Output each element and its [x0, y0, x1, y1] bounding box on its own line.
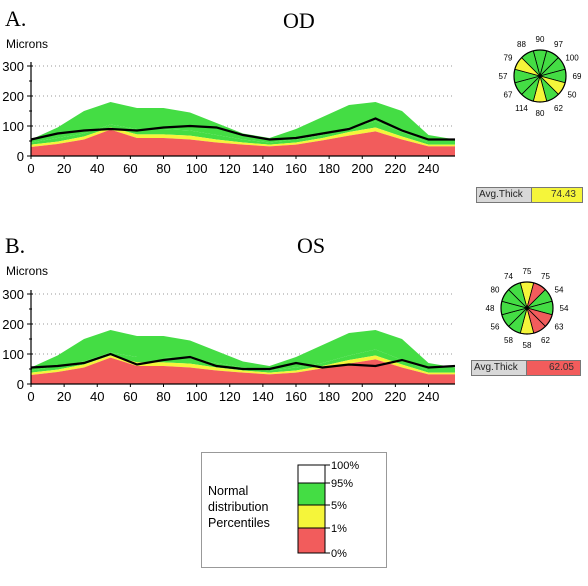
x-tick-label: 120	[219, 389, 241, 404]
y-tick-label: 300	[2, 59, 24, 74]
x-tick-label: 20	[57, 389, 71, 404]
y-tick-label: 0	[17, 149, 24, 164]
legend-color-bar: 100% 95% 5% 1% 0%	[297, 460, 359, 560]
x-tick-label: 80	[156, 161, 170, 176]
avg-thickness-label: Avg.Thick	[472, 361, 527, 375]
legend-title-line: distribution	[208, 500, 269, 514]
legend-title-line: Normal	[208, 484, 249, 498]
legend-tick-label: 95%	[331, 478, 353, 490]
legend-swatch-5	[297, 504, 326, 529]
clock-value-label: 80	[491, 286, 500, 295]
x-tick-label: 180	[318, 161, 340, 176]
clock-value-label: 90	[536, 35, 545, 44]
avg-thickness-os: Avg.Thick 62.05	[471, 360, 581, 376]
x-tick-label: 60	[123, 389, 137, 404]
clock-value-label: 97	[554, 40, 563, 49]
x-tick-label: 40	[90, 389, 104, 404]
clock-value-label: 57	[499, 72, 508, 81]
y-tick-label: 200	[2, 317, 24, 332]
clock-value-label: 79	[504, 54, 513, 63]
x-tick-label: 60	[123, 161, 137, 176]
legend-swatch-1	[297, 527, 326, 554]
x-tick-label: 120	[219, 161, 241, 176]
x-tick-label: 140	[252, 161, 274, 176]
x-tick-label: 220	[385, 161, 407, 176]
clock-value-label: 54	[560, 304, 569, 313]
clock-value-label: 67	[504, 91, 513, 100]
x-tick-label: 160	[285, 389, 307, 404]
legend-title: Normal distribution Percentiles	[208, 483, 270, 531]
y-unit-label: Microns	[6, 264, 49, 278]
panel-letter: B.	[5, 233, 26, 258]
clock-value-label: 114	[515, 104, 528, 113]
percentile-band-100%-95%	[31, 102, 455, 143]
legend-title-line: Percentiles	[208, 516, 270, 530]
clock-value-label: 75	[523, 267, 532, 276]
legend-tick-label: 100%	[331, 460, 359, 472]
avg-thickness-value: 62.05	[527, 361, 580, 375]
y-tick-label: 100	[2, 347, 24, 362]
legend-swatch-100	[297, 464, 326, 484]
x-tick-label: 180	[318, 389, 340, 404]
legend-tick-label: 5%	[331, 500, 347, 512]
x-tick-label: 240	[418, 389, 440, 404]
y-unit-label: Microns	[6, 37, 49, 51]
x-tick-label: 100	[186, 161, 208, 176]
y-tick-label: 100	[2, 119, 24, 134]
x-tick-label: 140	[252, 389, 274, 404]
clock-value-label: 62	[541, 336, 550, 345]
percentile-band-5%-1%	[31, 127, 455, 147]
x-tick-label: 100	[186, 389, 208, 404]
percentile-band-5%-1%	[31, 355, 455, 375]
x-tick-label: 240	[418, 161, 440, 176]
clock-value-label: 58	[504, 336, 513, 345]
avg-thickness-value: 74.43	[532, 188, 582, 202]
x-tick-label: 200	[351, 389, 373, 404]
panel-letter: A.	[5, 6, 27, 31]
measured-thickness-line	[30, 352, 456, 371]
thickness-chart-os: 0 100 200 300 0 20 40 60 80 100 120 140 160 180 200 220…	[2, 287, 456, 404]
x-tick-label: 220	[385, 389, 407, 404]
x-tick-label: 40	[90, 161, 104, 176]
clock-value-label: 75	[541, 272, 550, 281]
y-tick-label: 0	[17, 377, 24, 392]
clock-outline	[513, 49, 567, 103]
clock-value-label: 62	[554, 104, 563, 113]
legend-swatch-95	[297, 482, 326, 506]
y-tick-label: 300	[2, 287, 24, 302]
clock-value-label: 58	[523, 341, 532, 350]
avg-thickness-od: Avg.Thick 74.43	[476, 187, 583, 203]
clock-value-label: 56	[491, 323, 500, 332]
legend-tick-label: 0%	[331, 548, 347, 560]
x-tick-label: 20	[57, 161, 71, 176]
clock-value-label: 100	[565, 54, 579, 63]
clock-outline	[500, 281, 554, 335]
clock-value-label: 48	[486, 304, 495, 313]
x-tick-label: 0	[27, 161, 34, 176]
eye-label: OS	[297, 233, 326, 258]
x-tick-label: 160	[285, 161, 307, 176]
eye-label: OD	[283, 8, 315, 33]
clock-value-label: 74	[504, 272, 513, 281]
clock-value-label: 69	[573, 72, 582, 81]
clock-value-label: 63	[555, 323, 564, 332]
percentile-band-100%-95%	[31, 330, 455, 371]
clock-value-label: 80	[536, 109, 545, 118]
clock-chart-od: 90 97 100 69 50 62 80 114 67 57 79 88	[495, 30, 585, 127]
clock-value-label: 50	[568, 91, 577, 100]
avg-thickness-label: Avg.Thick	[477, 188, 532, 202]
x-tick-label: 80	[156, 389, 170, 404]
percentile-band-1%-0%	[31, 129, 455, 156]
x-tick-label: 0	[27, 389, 34, 404]
percentile-legend: Normal distribution Percentiles 100% 95%…	[201, 452, 387, 568]
x-tick-label: 200	[351, 161, 373, 176]
measured-thickness-line	[30, 117, 455, 141]
legend-tick-label: 1%	[331, 523, 347, 535]
clock-chart-os: 75 75 54 54 63 62 58 58 56 48 80 74	[482, 262, 572, 359]
clock-value-label: 88	[517, 40, 526, 49]
percentile-band-95%-5%	[31, 121, 455, 145]
y-tick-label: 200	[2, 89, 24, 104]
clock-value-label: 54	[555, 286, 564, 295]
thickness-chart-od: 0 100 200 300 0 20 40 60 80 100 120 140 160 180 200 220…	[2, 59, 455, 176]
